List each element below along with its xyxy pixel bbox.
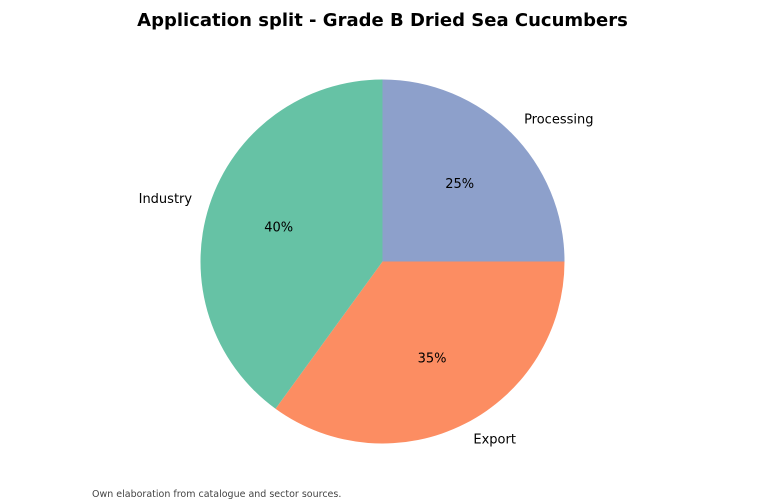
pie-slice-processing (382, 79, 565, 262)
pie-labels: 25% Processing 35% Export 40% Industry (139, 112, 594, 447)
pie-slice-industry (200, 79, 383, 409)
category-label-industry: Industry (139, 192, 193, 207)
source-note: Own elaboration from catalogue and secto… (92, 489, 342, 500)
chart-title: Application split - Grade B Dried Sea Cu… (137, 10, 628, 31)
pie-slice-export (275, 261, 565, 444)
pct-label-export: 35% (418, 351, 447, 366)
pct-label-industry: 40% (264, 220, 293, 235)
pct-label-processing: 25% (445, 177, 474, 192)
category-label-export: Export (473, 432, 516, 447)
category-label-processing: Processing (524, 112, 593, 127)
pie-slices (200, 79, 565, 444)
